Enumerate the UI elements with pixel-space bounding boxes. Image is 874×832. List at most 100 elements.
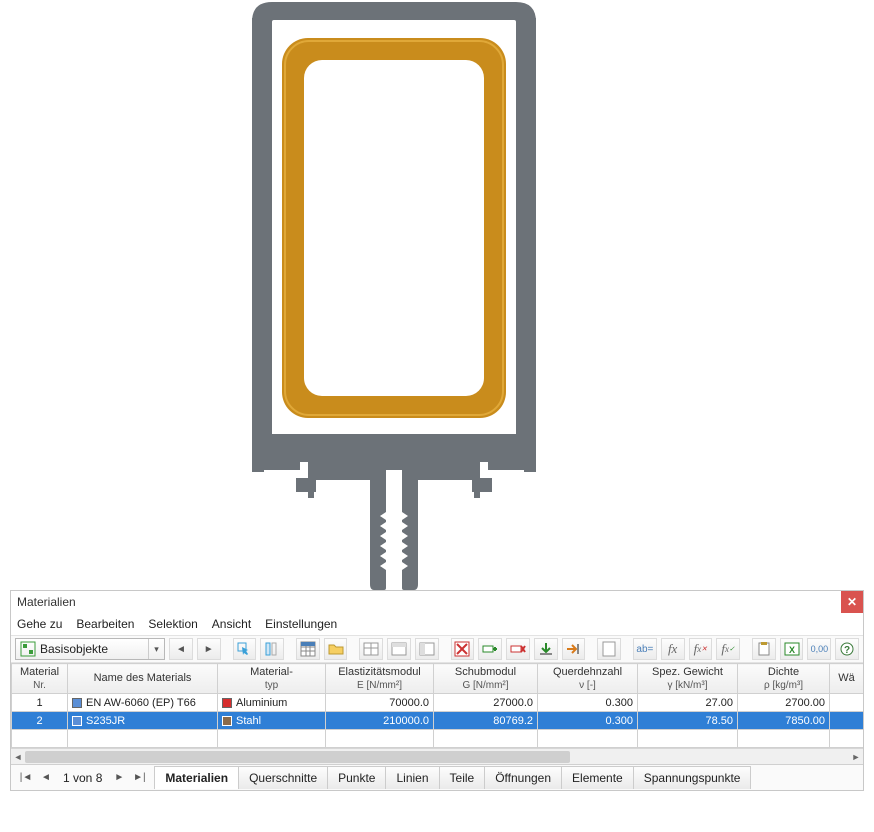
fx1-icon[interactable]: fx	[661, 638, 685, 660]
toolbar: Basisobjekte ▾ ◄ ►	[11, 635, 863, 663]
scroll-left-icon[interactable]: ◄	[11, 749, 25, 764]
excel-icon[interactable]: X	[780, 638, 804, 660]
menu-item[interactable]: Selektion	[148, 617, 197, 631]
svg-text:?: ?	[844, 645, 850, 656]
table-cell: 0.300	[538, 694, 638, 712]
pager-prev-icon[interactable]: ◄	[37, 769, 55, 787]
panel-titlebar: Materialien ✕	[11, 591, 863, 613]
blank-page-icon[interactable]	[597, 638, 621, 660]
panel-footer: |◄ ◄ 1 von 8 ► ►| MaterialienQuerschnitt…	[11, 764, 863, 790]
table-cell	[434, 730, 538, 748]
table-cell: 0.300	[538, 712, 638, 730]
menu-item[interactable]: Ansicht	[212, 617, 251, 631]
menu-item[interactable]: Einstellungen	[265, 617, 337, 631]
table-cell: 1	[12, 694, 68, 712]
export-icon[interactable]	[562, 638, 586, 660]
import-icon[interactable]	[534, 638, 558, 660]
column-header[interactable]: MaterialNr.	[12, 664, 68, 694]
column-header[interactable]: Wä	[830, 664, 864, 694]
tab[interactable]: Linien	[385, 766, 439, 789]
scroll-right-icon[interactable]: ►	[849, 749, 863, 764]
table-a-icon[interactable]	[359, 638, 383, 660]
column-header[interactable]: Querdehnzahlν [-]	[538, 664, 638, 694]
fx3-icon[interactable]: fx✓	[716, 638, 740, 660]
table-row[interactable]	[12, 730, 864, 748]
pager-next-icon[interactable]: ►	[110, 769, 128, 787]
help-icon[interactable]: ?	[835, 638, 859, 660]
column-header[interactable]: SchubmodulG [N/mm²]	[434, 664, 538, 694]
table-cell: Stahl	[218, 712, 326, 730]
materials-table-wrap: MaterialNr.Name des MaterialsMaterial-ty…	[11, 663, 863, 764]
column-header[interactable]: ElastizitätsmodulE [N/mm²]	[326, 664, 434, 694]
next-button[interactable]: ►	[197, 638, 221, 660]
tab[interactable]: Punkte	[327, 766, 386, 789]
table-cell: 27.00	[638, 694, 738, 712]
objects-combo-label: Basisobjekte	[40, 642, 148, 656]
menu-bar: Gehe zu Bearbeiten Selektion Ansicht Einstel…	[11, 613, 863, 635]
column-header[interactable]: Dichteρ [kg/m³]	[738, 664, 830, 694]
delete-icon[interactable]	[451, 638, 475, 660]
rename-icon[interactable]: ab=	[633, 638, 657, 660]
tab[interactable]: Öffnungen	[484, 766, 562, 789]
select-row-icon[interactable]	[233, 638, 257, 660]
folder-icon[interactable]	[324, 638, 348, 660]
column-header[interactable]: Spez. Gewichtγ [kN/m³]	[638, 664, 738, 694]
chevron-down-icon: ▾	[148, 639, 164, 659]
clipboard-icon[interactable]	[752, 638, 776, 660]
prev-button[interactable]: ◄	[169, 638, 193, 660]
table-cell	[830, 730, 864, 748]
fx2-icon[interactable]: fx✕	[689, 638, 713, 660]
pager-last-icon[interactable]: ►|	[130, 769, 148, 787]
materials-table: MaterialNr.Name des MaterialsMaterial-ty…	[11, 663, 863, 748]
table-cell: 2700.00	[738, 694, 830, 712]
tab[interactable]: Querschnitte	[238, 766, 328, 789]
table-cell: 27000.0	[434, 694, 538, 712]
pager-label: 1 von 8	[57, 771, 108, 785]
table-c-icon[interactable]	[415, 638, 439, 660]
table-cell	[538, 730, 638, 748]
table-row[interactable]: 2S235JRStahl210000.080769.20.30078.50785…	[12, 712, 864, 730]
table-cell	[830, 694, 864, 712]
table-cell: 78.50	[638, 712, 738, 730]
tab[interactable]: Teile	[439, 766, 486, 789]
table-cell: 2	[12, 712, 68, 730]
table-body: 1EN AW-6060 (EP) T66Aluminium70000.02700…	[12, 694, 864, 748]
table-cell: Aluminium	[218, 694, 326, 712]
table-cell	[68, 730, 218, 748]
table-cell: S235JR	[68, 712, 218, 730]
insert-row-icon[interactable]	[478, 638, 502, 660]
cross-section-canvas	[0, 0, 874, 590]
pager: |◄ ◄ 1 von 8 ► ►|	[11, 769, 154, 787]
table-cell	[326, 730, 434, 748]
footer-tabs: MaterialienQuerschnittePunkteLinienTeile…	[154, 766, 750, 789]
table-b-icon[interactable]	[387, 638, 411, 660]
remove-row-icon[interactable]	[506, 638, 530, 660]
column-header[interactable]: Material-typ	[218, 664, 326, 694]
table-cell: 70000.0	[326, 694, 434, 712]
tab[interactable]: Elemente	[561, 766, 634, 789]
horizontal-scrollbar[interactable]: ◄ ►	[11, 748, 863, 764]
table-row[interactable]: 1EN AW-6060 (EP) T66Aluminium70000.02700…	[12, 694, 864, 712]
table-header-row: MaterialNr.Name des MaterialsMaterial-ty…	[12, 664, 864, 694]
select-col-icon[interactable]	[260, 638, 284, 660]
table-cell	[638, 730, 738, 748]
table-cell	[12, 730, 68, 748]
table-cell: 80769.2	[434, 712, 538, 730]
grid-icon[interactable]	[296, 638, 320, 660]
close-icon[interactable]: ✕	[841, 591, 863, 613]
decimals-icon[interactable]: 0,00	[807, 638, 831, 660]
table-cell	[830, 712, 864, 730]
tab[interactable]: Materialien	[154, 766, 239, 789]
column-header[interactable]: Name des Materials	[68, 664, 218, 694]
table-cell	[218, 730, 326, 748]
scroll-thumb[interactable]	[25, 751, 570, 763]
cross-section-svg	[0, 0, 874, 590]
materials-panel: Materialien ✕ Gehe zu Bearbeiten Selektion…	[10, 590, 864, 791]
menu-item[interactable]: Gehe zu	[17, 617, 62, 631]
pager-first-icon[interactable]: |◄	[17, 769, 35, 787]
menu-item[interactable]: Bearbeiten	[76, 617, 134, 631]
tab[interactable]: Spannungspunkte	[633, 766, 752, 789]
svg-text:X: X	[789, 645, 795, 655]
tree-icon	[20, 641, 36, 657]
objects-combo[interactable]: Basisobjekte ▾	[15, 638, 165, 660]
